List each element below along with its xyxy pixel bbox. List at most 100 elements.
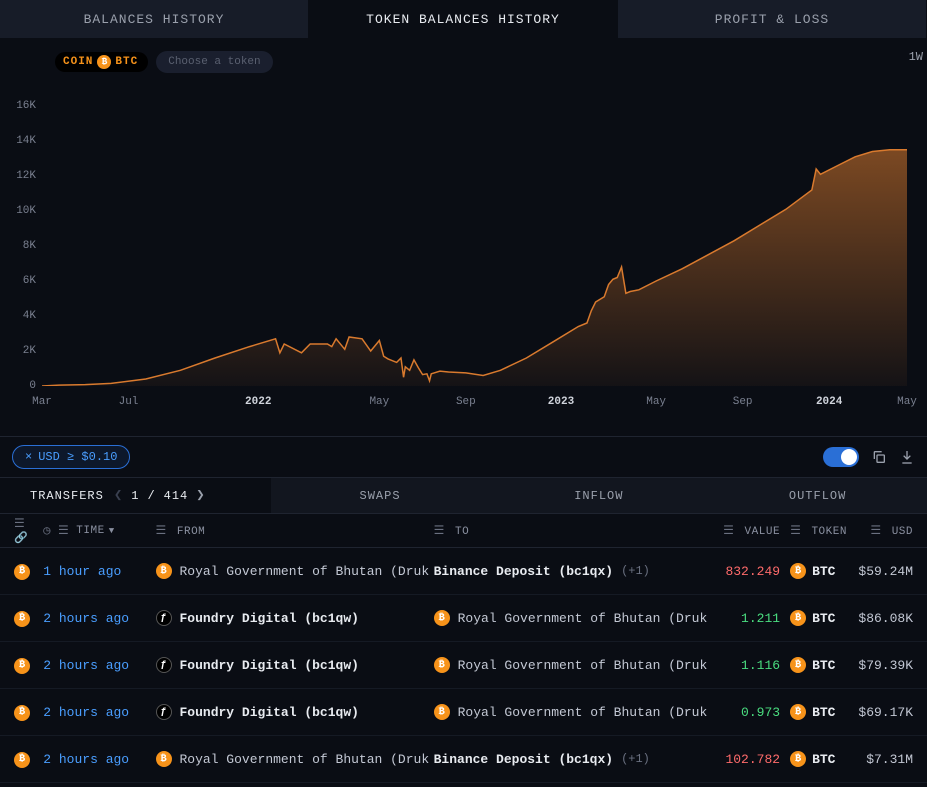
bitcoin-icon: ₿ <box>434 657 450 673</box>
table-row[interactable]: ₿ 1 hour ago₿Royal Government of Bhutan (… <box>0 548 927 595</box>
cell-to[interactable]: ₿ Royal Government of Bhutan (Druk <box>434 704 712 720</box>
entity-icon: ƒ <box>156 657 172 673</box>
y-tick: 8K <box>23 240 36 252</box>
cell-value: 832.249 <box>712 564 780 579</box>
copy-icon[interactable] <box>871 449 887 465</box>
link-icon[interactable]: 🔗 <box>14 533 28 545</box>
cell-from[interactable]: ₿Royal Government of Bhutan (Druk <box>156 563 434 579</box>
table-row[interactable]: ₿2 hours agoƒFoundry Digital (bc1qw)₿Roy… <box>0 642 927 689</box>
cell-to[interactable]: ₿ Royal Government of Bhutan (Druk <box>434 657 712 673</box>
close-icon[interactable]: × <box>25 450 32 464</box>
bitcoin-icon: ₿ <box>14 658 30 674</box>
tab-token-balances-history[interactable]: TOKEN BALANCES HISTORY <box>309 0 618 38</box>
token-name: BTC <box>812 564 835 579</box>
filter-icon: ☰ <box>790 524 801 538</box>
token-name: BTC <box>812 705 835 720</box>
bitcoin-icon: ₿ <box>434 610 450 626</box>
tab-profit-loss[interactable]: PROFIT & LOSS <box>618 0 927 38</box>
y-tick: 16K <box>16 100 36 112</box>
entity-icon: ₿ <box>156 751 172 767</box>
cell-time: 2 hours ago <box>43 658 155 673</box>
sub-tab-inflow[interactable]: INFLOW <box>489 478 708 513</box>
cell-to[interactable]: Binance Deposit (bc1qx) (+1) <box>434 564 712 579</box>
cell-usd: $69.17K <box>849 705 913 720</box>
page-next-icon[interactable]: ❯ <box>196 487 205 504</box>
coin-chip[interactable]: COIN ₿ BTC <box>55 52 148 72</box>
y-tick: 4K <box>23 310 36 322</box>
cell-from[interactable]: ƒ Foundry Digital (bc1qw) <box>156 610 434 626</box>
bitcoin-icon: ₿ <box>790 751 806 767</box>
y-tick: 10K <box>16 205 36 217</box>
bitcoin-icon: ₿ <box>790 610 806 626</box>
timeframe-selector[interactable]: 1W <box>909 50 923 64</box>
th-token[interactable]: ☰ TOKEN <box>780 523 849 538</box>
pager: ❮ 1 / 414 ❯ <box>114 487 206 504</box>
sub-tab-swaps[interactable]: SWAPS <box>271 478 490 513</box>
cell-from[interactable]: ₿ Royal Government of Bhutan (Druk <box>156 751 434 767</box>
filter-icon: ☰ <box>58 523 69 538</box>
chart-plot[interactable] <box>42 86 907 386</box>
bitcoin-icon: ₿ <box>14 564 30 580</box>
table-row[interactable]: ₿2 hours agoƒFoundry Digital (bc1qw)₿Roy… <box>0 595 927 642</box>
plus-badge: (+1) <box>621 564 650 578</box>
to-name: Royal Government of Bhutan (Druk <box>458 705 708 720</box>
th-token-label: TOKEN <box>811 526 847 538</box>
chip-row: COIN ₿ BTC Choose a token <box>0 48 907 76</box>
x-axis: MarJul2022MaySep2023MaySep2024May <box>42 396 907 416</box>
sub-tab-transfers[interactable]: TRANSFERS ❮ 1 / 414 ❯ <box>0 478 271 513</box>
entity-icon: ƒ <box>156 610 172 626</box>
cell-usd: $79.39K <box>849 658 913 673</box>
cell-from[interactable]: ƒFoundry Digital (bc1qw) <box>156 704 434 720</box>
y-tick: 2K <box>23 345 36 357</box>
x-tick: Mar <box>32 396 52 408</box>
sub-tab-outflow[interactable]: OUTFLOW <box>708 478 927 513</box>
from-name: Foundry Digital (bc1qw) <box>180 611 359 626</box>
cell-time: 1 hour ago <box>43 564 155 579</box>
cell-usd: $7.31M <box>849 752 913 767</box>
cell-token: ₿ BTC <box>780 610 849 626</box>
filter-icon: ☰ <box>870 524 881 538</box>
cell-to[interactable]: ₿Royal Government of Bhutan (Druk <box>434 610 712 626</box>
toggle-switch[interactable] <box>823 447 859 467</box>
bitcoin-icon: ₿ <box>790 704 806 720</box>
plus-badge: (+1) <box>621 752 650 766</box>
th-time-label: TIME <box>76 525 104 537</box>
cell-token: ₿BTC <box>780 657 849 673</box>
cell-to[interactable]: Binance Deposit (bc1qx)(+1) <box>434 752 712 767</box>
filter-bar: × USD ≥ $0.10 <box>0 436 927 478</box>
cell-from[interactable]: ƒFoundry Digital (bc1qw) <box>156 657 434 673</box>
from-name: Royal Government of Bhutan (Druk <box>180 752 430 767</box>
bitcoin-icon: ₿ <box>434 704 450 720</box>
cell-token: ₿BTC <box>780 563 849 579</box>
sub-tab-transfers-label: TRANSFERS <box>30 489 104 503</box>
usd-filter-chip[interactable]: × USD ≥ $0.10 <box>12 445 130 469</box>
cell-time: 2 hours ago <box>43 752 155 767</box>
coin-chip-label: COIN <box>63 56 93 68</box>
filter-icon[interactable]: ☰ <box>14 517 25 531</box>
th-value[interactable]: ☰ VALUE <box>712 523 780 538</box>
cell-token: ₿BTC <box>780 751 849 767</box>
table-row[interactable]: ₿2 hours agoƒFoundry Digital (bc1qw)₿Roy… <box>0 689 927 736</box>
table-row[interactable]: ₿2 hours ago₿Royal Government of Bhutan … <box>0 736 927 783</box>
th-to[interactable]: ☰ TO <box>434 523 712 538</box>
th-time[interactable]: ◷ ☰ TIME ▼ <box>43 523 155 538</box>
th-usd[interactable]: ☰ USD <box>849 523 913 538</box>
y-axis: 02K4K6K8K10K12K14K16K <box>0 86 40 386</box>
x-tick: Sep <box>456 396 476 408</box>
cell-usd: $59.24M <box>849 564 913 579</box>
usd-filter-text: USD ≥ $0.10 <box>38 450 117 464</box>
page-prev-icon[interactable]: ❮ <box>114 487 123 504</box>
download-icon[interactable] <box>899 449 915 465</box>
to-name: Binance Deposit (bc1qx) <box>434 564 613 579</box>
th-from[interactable]: ☰ FROM <box>156 523 434 538</box>
token-name: BTC <box>812 611 835 626</box>
th-from-label: FROM <box>177 526 205 538</box>
page-total: 414 <box>164 489 189 503</box>
main-tabs: BALANCES HISTORY TOKEN BALANCES HISTORY … <box>0 0 927 38</box>
th-usd-label: USD <box>892 526 913 538</box>
to-name: Royal Government of Bhutan (Druk <box>458 658 708 673</box>
choose-token-input[interactable]: Choose a token <box>156 51 272 73</box>
coin-chip-symbol: BTC <box>115 56 138 68</box>
tab-balances-history[interactable]: BALANCES HISTORY <box>0 0 309 38</box>
entity-icon: ƒ <box>156 704 172 720</box>
